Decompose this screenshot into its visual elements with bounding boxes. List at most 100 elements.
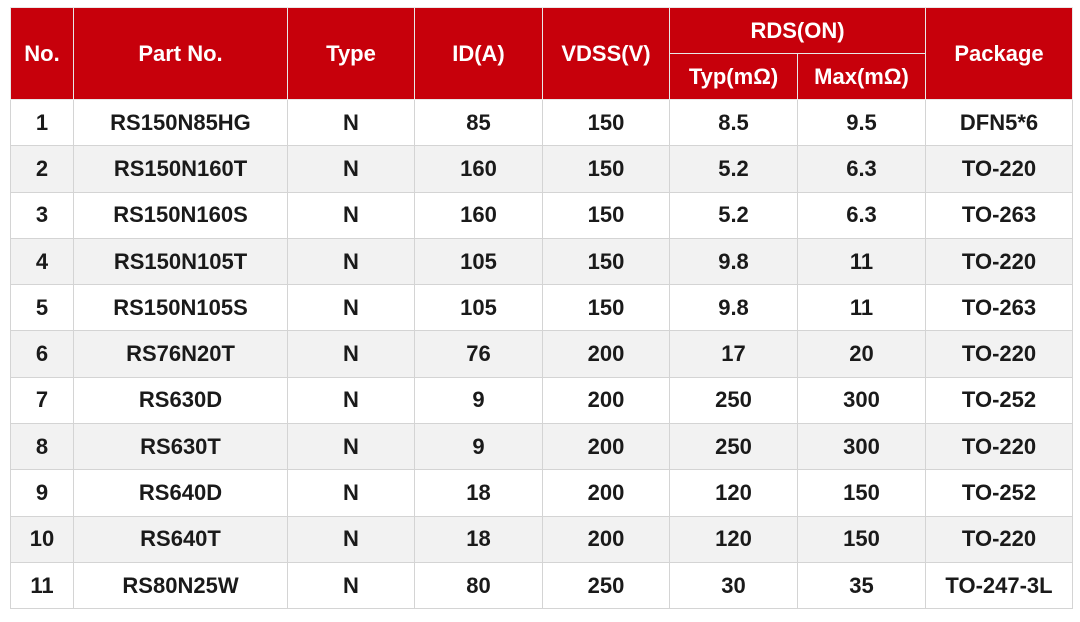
table-cell: 9 — [414, 376, 543, 425]
header-cell: ID(A) — [414, 7, 543, 100]
table-cell: 9.8 — [669, 237, 798, 286]
table-cell: N — [287, 423, 415, 471]
header-cell: Package — [925, 7, 1074, 100]
table-cell: 120 — [669, 469, 798, 517]
table-cell: TO-220 — [925, 330, 1074, 378]
table-cell: RS76N20T — [73, 330, 288, 378]
table-cell: TO-220 — [925, 237, 1074, 286]
table-cell: RS630T — [73, 423, 288, 471]
spec-table: No. Part No. Type ID(A) VDSS(V) RDS(ON) … — [10, 7, 1074, 610]
table-cell: 5.2 — [669, 191, 798, 239]
table-cell: 8 — [10, 423, 74, 471]
table-cell: RS640D — [73, 469, 288, 517]
table-cell: 18 — [414, 515, 543, 563]
table-row: 6 RS76N20T N 76 200 17 20 TO-220 — [10, 330, 1074, 378]
table-cell: 120 — [669, 515, 798, 563]
table-cell: RS150N105S — [73, 284, 288, 332]
table-cell: 3 — [10, 191, 74, 239]
table-cell: RS150N105T — [73, 237, 288, 286]
table-row: 9 RS640D N 18 200 120 150 TO-252 — [10, 469, 1074, 517]
table-cell: 150 — [542, 237, 670, 286]
table-cell: 8.5 — [669, 98, 798, 147]
header-cell: Part No. — [73, 7, 288, 100]
table-row: 2 RS150N160T N 160 150 5.2 6.3 TO-220 — [10, 145, 1074, 193]
table-cell: 150 — [542, 284, 670, 332]
table-cell: 150 — [542, 145, 670, 193]
table-cell: 200 — [542, 376, 670, 425]
table-cell: RS150N160S — [73, 191, 288, 239]
table-cell: 105 — [414, 284, 543, 332]
header-cell: Type — [287, 7, 415, 100]
table-body: 1 RS150N85HG N 85 150 8.5 9.5 DFN5*6 2 RS150N160T… — [10, 98, 1074, 610]
table-row: 8 RS630T N 9 200 250 300 TO-220 — [10, 423, 1074, 471]
table-cell: 30 — [669, 561, 798, 610]
table-cell: 35 — [796, 561, 927, 610]
table-cell: 18 — [414, 469, 543, 517]
table-cell: N — [287, 237, 415, 286]
table-cell: N — [287, 330, 415, 378]
table-cell: TO-247-3L — [925, 561, 1074, 610]
table-cell: 160 — [414, 191, 543, 239]
table-cell: N — [287, 98, 415, 147]
table-cell: N — [287, 515, 415, 563]
table-row: 4 RS150N105T N 105 150 9.8 11 TO-220 — [10, 237, 1074, 286]
table-cell: 1 — [10, 98, 74, 147]
table-row: 11 RS80N25W N 80 250 30 35 TO-247-3L — [10, 561, 1074, 610]
table-cell: 5 — [10, 284, 74, 332]
table-row: 7 RS630D N 9 200 250 300 TO-252 — [10, 376, 1074, 425]
table-cell: RS150N85HG — [73, 98, 288, 147]
table-cell: 9.5 — [796, 98, 927, 147]
header-row: Typ(mΩ) Max(mΩ) — [11, 53, 1073, 100]
table-row: 5 RS150N105S N 105 150 9.8 11 TO-263 — [10, 284, 1074, 332]
table-cell: N — [287, 145, 415, 193]
table-cell: RS150N160T — [73, 145, 288, 193]
table-cell: TO-263 — [925, 284, 1074, 332]
header-cell: No. — [10, 7, 74, 100]
table-cell: 9 — [414, 423, 543, 471]
table-cell: 300 — [796, 376, 927, 425]
table-cell: 6 — [10, 330, 74, 378]
table-cell: 200 — [542, 423, 670, 471]
table-cell: 80 — [414, 561, 543, 610]
table-header: No. Part No. Type ID(A) VDSS(V) RDS(ON) … — [10, 7, 1074, 100]
table-cell: N — [287, 469, 415, 517]
table-cell: TO-220 — [925, 515, 1074, 563]
table-cell: N — [287, 376, 415, 425]
table-row: 10 RS640T N 18 200 120 150 TO-220 — [10, 515, 1074, 563]
table-cell: RS630D — [73, 376, 288, 425]
table-cell: 150 — [796, 515, 927, 563]
table-cell: 6.3 — [796, 145, 927, 193]
table-cell: 6.3 — [796, 191, 927, 239]
table-cell: 250 — [669, 423, 798, 471]
table-cell: 85 — [414, 98, 543, 147]
table-cell: 200 — [542, 515, 670, 563]
header-cell: Typ(mΩ) — [669, 53, 798, 100]
table-cell: TO-220 — [925, 423, 1074, 471]
table-cell: TO-263 — [925, 191, 1074, 239]
table-cell: 160 — [414, 145, 543, 193]
table-cell: N — [287, 561, 415, 610]
header-cell: VDSS(V) — [542, 7, 670, 100]
table-cell: 11 — [796, 237, 927, 286]
table-cell: 150 — [542, 98, 670, 147]
table-cell: 150 — [796, 469, 927, 517]
table-cell: RS640T — [73, 515, 288, 563]
table-cell: 250 — [542, 561, 670, 610]
table-cell: 76 — [414, 330, 543, 378]
header-cell: Max(mΩ) — [796, 53, 927, 100]
table-cell: RS80N25W — [73, 561, 288, 610]
table-cell: TO-220 — [925, 145, 1074, 193]
table-cell: 9 — [10, 469, 74, 517]
header-cell: RDS(ON) — [668, 7, 927, 54]
table-cell: TO-252 — [925, 376, 1074, 425]
header-row: No. Part No. Type ID(A) VDSS(V) RDS(ON) … — [10, 7, 1074, 100]
table-row: 3 RS150N160S N 160 150 5.2 6.3 TO-263 — [10, 191, 1074, 239]
table-cell: 250 — [669, 376, 798, 425]
table-cell: N — [287, 191, 415, 239]
table-cell: 11 — [10, 561, 74, 610]
table-cell: 200 — [542, 330, 670, 378]
table-cell: 150 — [542, 191, 670, 239]
table-cell: TO-252 — [925, 469, 1074, 517]
